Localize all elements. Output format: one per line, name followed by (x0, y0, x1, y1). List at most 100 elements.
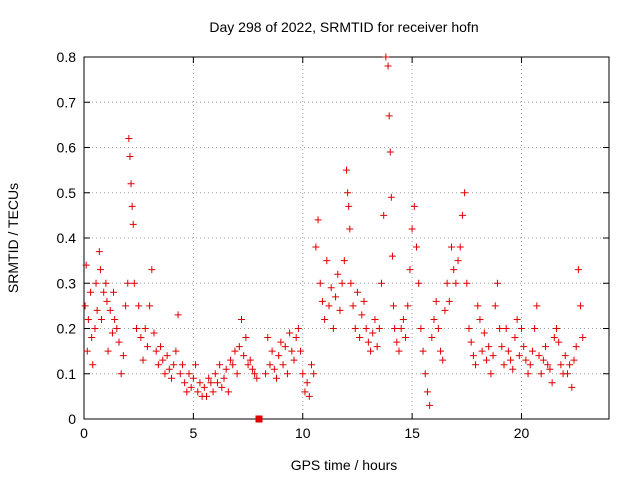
data-point (231, 347, 239, 355)
data-points (81, 53, 587, 423)
data-point (367, 347, 375, 355)
y-axis-label: SRMTID / TECUs (5, 183, 21, 293)
data-point (476, 315, 484, 323)
data-point (129, 220, 137, 228)
data-point (242, 334, 250, 342)
data-point (522, 356, 530, 364)
data-point (161, 370, 169, 378)
y-axis: 0 0.1 0.2 0.3 0.4 0.5 0.6 0.7 0.8 (57, 49, 609, 427)
data-point (238, 315, 245, 323)
data-point (362, 325, 370, 332)
data-point (222, 365, 230, 373)
data-point (240, 352, 248, 360)
data-point (152, 347, 160, 355)
data-point (395, 347, 403, 355)
data-point (83, 347, 91, 355)
data-point (498, 343, 506, 351)
data-point (303, 379, 311, 387)
data-point (227, 356, 235, 364)
data-point (211, 370, 219, 378)
data-point (108, 329, 116, 337)
data-point (387, 193, 395, 201)
data-point (336, 306, 344, 314)
data-point (456, 243, 464, 251)
data-point (520, 343, 528, 351)
data-point (100, 288, 108, 296)
data-point (570, 356, 578, 364)
data-point (248, 365, 256, 373)
square-marker (255, 415, 263, 423)
data-point (196, 379, 204, 387)
y-tick-label: 0.8 (57, 49, 77, 65)
data-point (146, 302, 154, 310)
data-point (380, 211, 388, 219)
y-tick-label: 0.4 (57, 230, 77, 246)
data-point (137, 334, 145, 342)
data-point (126, 153, 134, 161)
data-point (382, 53, 390, 61)
data-point (553, 325, 560, 332)
data-point (526, 361, 534, 369)
data-point (163, 352, 171, 360)
data-point (393, 338, 401, 346)
data-point (385, 112, 393, 120)
data-point (122, 302, 130, 310)
data-point (463, 279, 471, 287)
data-point (157, 343, 165, 351)
y-tick-label: 0.6 (57, 140, 77, 156)
data-point (502, 325, 510, 332)
y-tick-label: 0.7 (57, 94, 77, 110)
data-point (434, 325, 442, 332)
data-point (528, 347, 536, 355)
data-point (373, 343, 381, 351)
data-point (119, 352, 127, 360)
data-point (187, 383, 195, 391)
data-point (310, 370, 318, 378)
data-point (270, 365, 278, 373)
data-point (113, 325, 121, 332)
data-point (542, 343, 550, 351)
data-point (301, 388, 309, 396)
data-point (143, 343, 151, 351)
data-point (283, 370, 291, 378)
data-point (448, 243, 455, 251)
data-point (213, 379, 221, 387)
data-point (391, 325, 399, 332)
data-point (321, 315, 329, 323)
data-point (413, 243, 420, 251)
data-point (397, 325, 405, 332)
data-point (266, 361, 274, 369)
data-point (246, 356, 254, 364)
x-tick-label: 5 (189, 425, 197, 441)
x-tick-label: 20 (514, 425, 530, 441)
data-point (181, 379, 189, 387)
data-point (174, 311, 182, 319)
data-point (334, 270, 342, 278)
data-point (292, 334, 300, 342)
data-point (135, 302, 143, 310)
data-point (299, 370, 307, 378)
x-axis-label: GPS time / hours (291, 457, 398, 473)
data-point (346, 225, 354, 233)
data-point (218, 383, 226, 391)
data-point (537, 370, 545, 378)
data-point (437, 347, 445, 355)
data-point (351, 325, 359, 332)
data-point (329, 325, 337, 332)
data-point (81, 302, 89, 310)
data-point (364, 338, 372, 346)
data-point (192, 361, 200, 369)
data-point (531, 325, 539, 332)
data-point (165, 365, 173, 373)
data-point (159, 356, 167, 364)
data-point (235, 343, 243, 351)
data-point (224, 388, 232, 396)
data-point (485, 343, 493, 351)
data-point (93, 306, 101, 314)
data-point (386, 148, 394, 156)
data-point (493, 279, 501, 287)
data-point (410, 202, 418, 210)
chart-title: Day 298 of 2022, SRMTID for receiver hof… (209, 19, 478, 35)
data-point (511, 334, 519, 342)
data-point (347, 279, 355, 287)
